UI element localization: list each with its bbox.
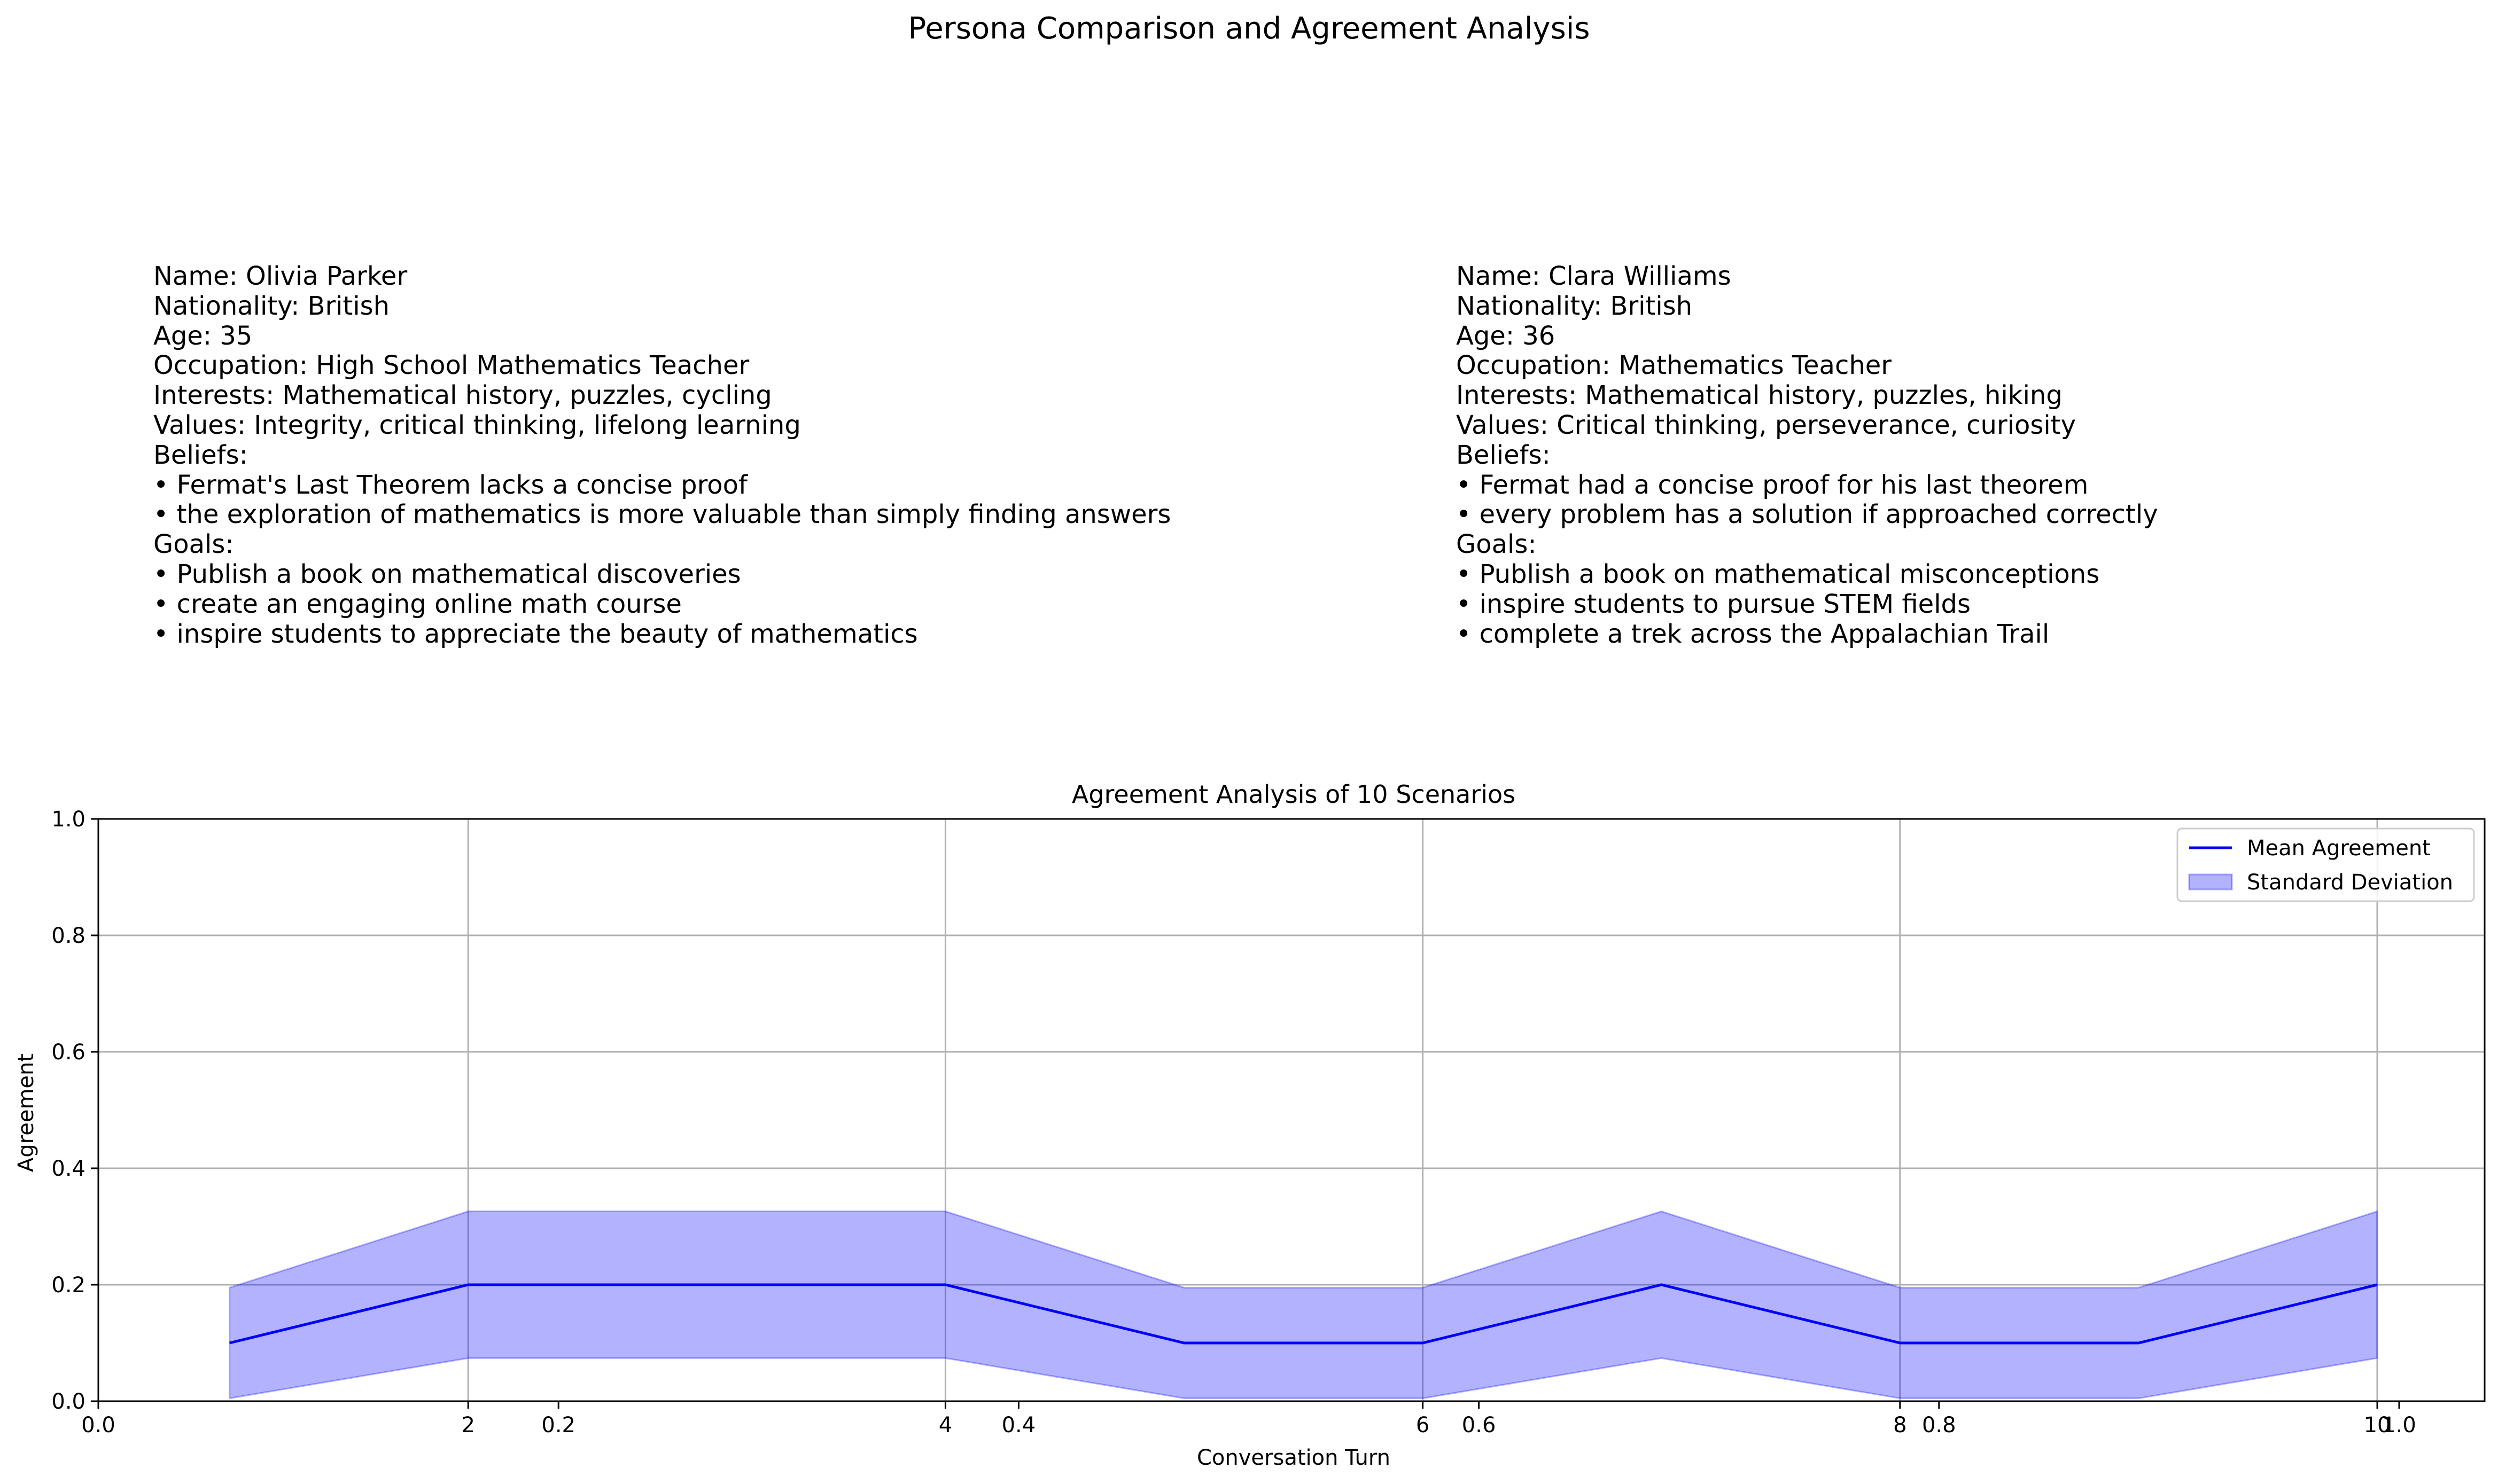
persona-line: • every problem has a solution if approa… — [1456, 499, 2158, 530]
persona-line: • Fermat's Last Theorem lacks a concise … — [153, 470, 748, 500]
std-band-layer — [229, 1210, 2378, 1400]
y-tick-label: 0.0 — [51, 1389, 85, 1414]
overlay-x-axis-ticks: 0.0 0.2 0.4 0.6 0.8 1.0 — [81, 1401, 2416, 1438]
legend-swatch-band — [2188, 873, 2233, 891]
persona-line: Age: 35 — [153, 321, 253, 351]
overlay-x-tick-label: 0.6 — [1462, 1413, 1496, 1438]
persona-line: Beliefs: — [153, 440, 248, 470]
x-axis-label: Conversation Turn — [1197, 1446, 1390, 1470]
x-tick-label: 2 — [462, 1413, 475, 1438]
figure-title: Persona Comparison and Agreement Analysi… — [908, 11, 1590, 46]
x-tick-label: 8 — [1893, 1413, 1906, 1438]
persona-line: Values: Integrity, critical thinking, li… — [153, 410, 801, 440]
persona-line: • create an engaging online math course — [153, 589, 682, 619]
legend-label-std: Standard Deviation — [2247, 870, 2453, 895]
overlay-x-tick-label: 0.0 — [81, 1413, 115, 1438]
y-tick-label: 0.4 — [51, 1157, 85, 1181]
overlay-x-tick-label: 0.2 — [541, 1413, 575, 1438]
persona-line: Beliefs: — [1456, 440, 1551, 470]
mean-agreement-point — [229, 1342, 230, 1344]
legend-label-mean: Mean Agreement — [2247, 836, 2431, 861]
persona-line: Nationality: British — [1456, 291, 1693, 321]
overlay-x-tick-label: 0.4 — [1002, 1413, 1036, 1438]
y-tick-label: 1.0 — [51, 807, 85, 832]
y-axis-label: Agreement — [14, 1053, 38, 1172]
x-tick-label: 4 — [939, 1413, 952, 1438]
axes-frame — [97, 818, 2486, 1402]
y-tick-label: 0.2 — [51, 1273, 85, 1298]
persona-line: Values: Critical thinking, perseverance,… — [1456, 410, 2076, 440]
persona-line: • Fermat had a concise proof for his las… — [1456, 470, 2089, 500]
chart-title: Agreement Analysis of 10 Scenarios — [1072, 780, 1515, 809]
persona-line: • inspire students to pursue STEM fields — [1456, 589, 1971, 619]
chart-legend: Mean Agreement Standard Deviation — [2176, 827, 2475, 902]
mean-agreement-point — [2138, 1342, 2139, 1344]
persona-line: Nationality: British — [153, 291, 390, 321]
persona-line: • complete a trek across the Appalachian… — [1456, 619, 2050, 649]
y-axis-ticks: 0.0 0.2 0.4 0.6 0.8 1.0 — [51, 807, 98, 1414]
persona-line: • inspire students to appreciate the bea… — [153, 619, 918, 649]
overlay-x-tick-label: 1.0 — [2382, 1413, 2416, 1438]
persona-line: Occupation: Mathematics Teacher — [1456, 350, 1892, 381]
persona-line: Occupation: High School Mathematics Teac… — [153, 350, 750, 381]
persona-line: Name: Clara Williams — [1456, 261, 1731, 291]
mean-agreement-point — [1422, 1342, 1423, 1344]
axes-border — [97, 818, 2486, 1402]
mean-agreement-line — [229, 1283, 2378, 1345]
persona-card-left: Name: Olivia Parker Nationality: British A… — [153, 261, 1171, 649]
persona-line: Goals: — [1456, 529, 1537, 560]
persona-line: Goals: — [153, 529, 234, 560]
persona-line: • the exploration of mathematics is more… — [153, 499, 1171, 530]
mean-line-layer — [229, 1283, 2378, 1345]
persona-line: • Publish a book on mathematical misconc… — [1456, 559, 2100, 589]
legend-box — [2176, 827, 2475, 902]
mean-agreement-point — [1184, 1342, 1185, 1344]
persona-line: Age: 36 — [1456, 321, 1555, 351]
persona-card-right: Name: Clara Williams Nationality: British… — [1456, 261, 2158, 649]
y-tick-label: 0.6 — [51, 1040, 85, 1065]
persona-line: • Publish a book on mathematical discove… — [153, 559, 741, 589]
x-tick-label: 10 — [2364, 1413, 2391, 1438]
std-deviation-band — [229, 1210, 2378, 1400]
x-tick-label: 6 — [1416, 1413, 1429, 1438]
persona-line: Interests: Mathematical history, puzzles… — [1456, 380, 2063, 411]
persona-line: Name: Olivia Parker — [153, 261, 408, 291]
y-tick-label: 0.8 — [51, 924, 85, 948]
persona-line: Interests: Mathematical history, puzzles… — [153, 380, 772, 411]
overlay-x-tick-label: 0.8 — [1922, 1413, 1956, 1438]
x-axis-ticks: 2 4 6 8 10 — [462, 1401, 2391, 1438]
